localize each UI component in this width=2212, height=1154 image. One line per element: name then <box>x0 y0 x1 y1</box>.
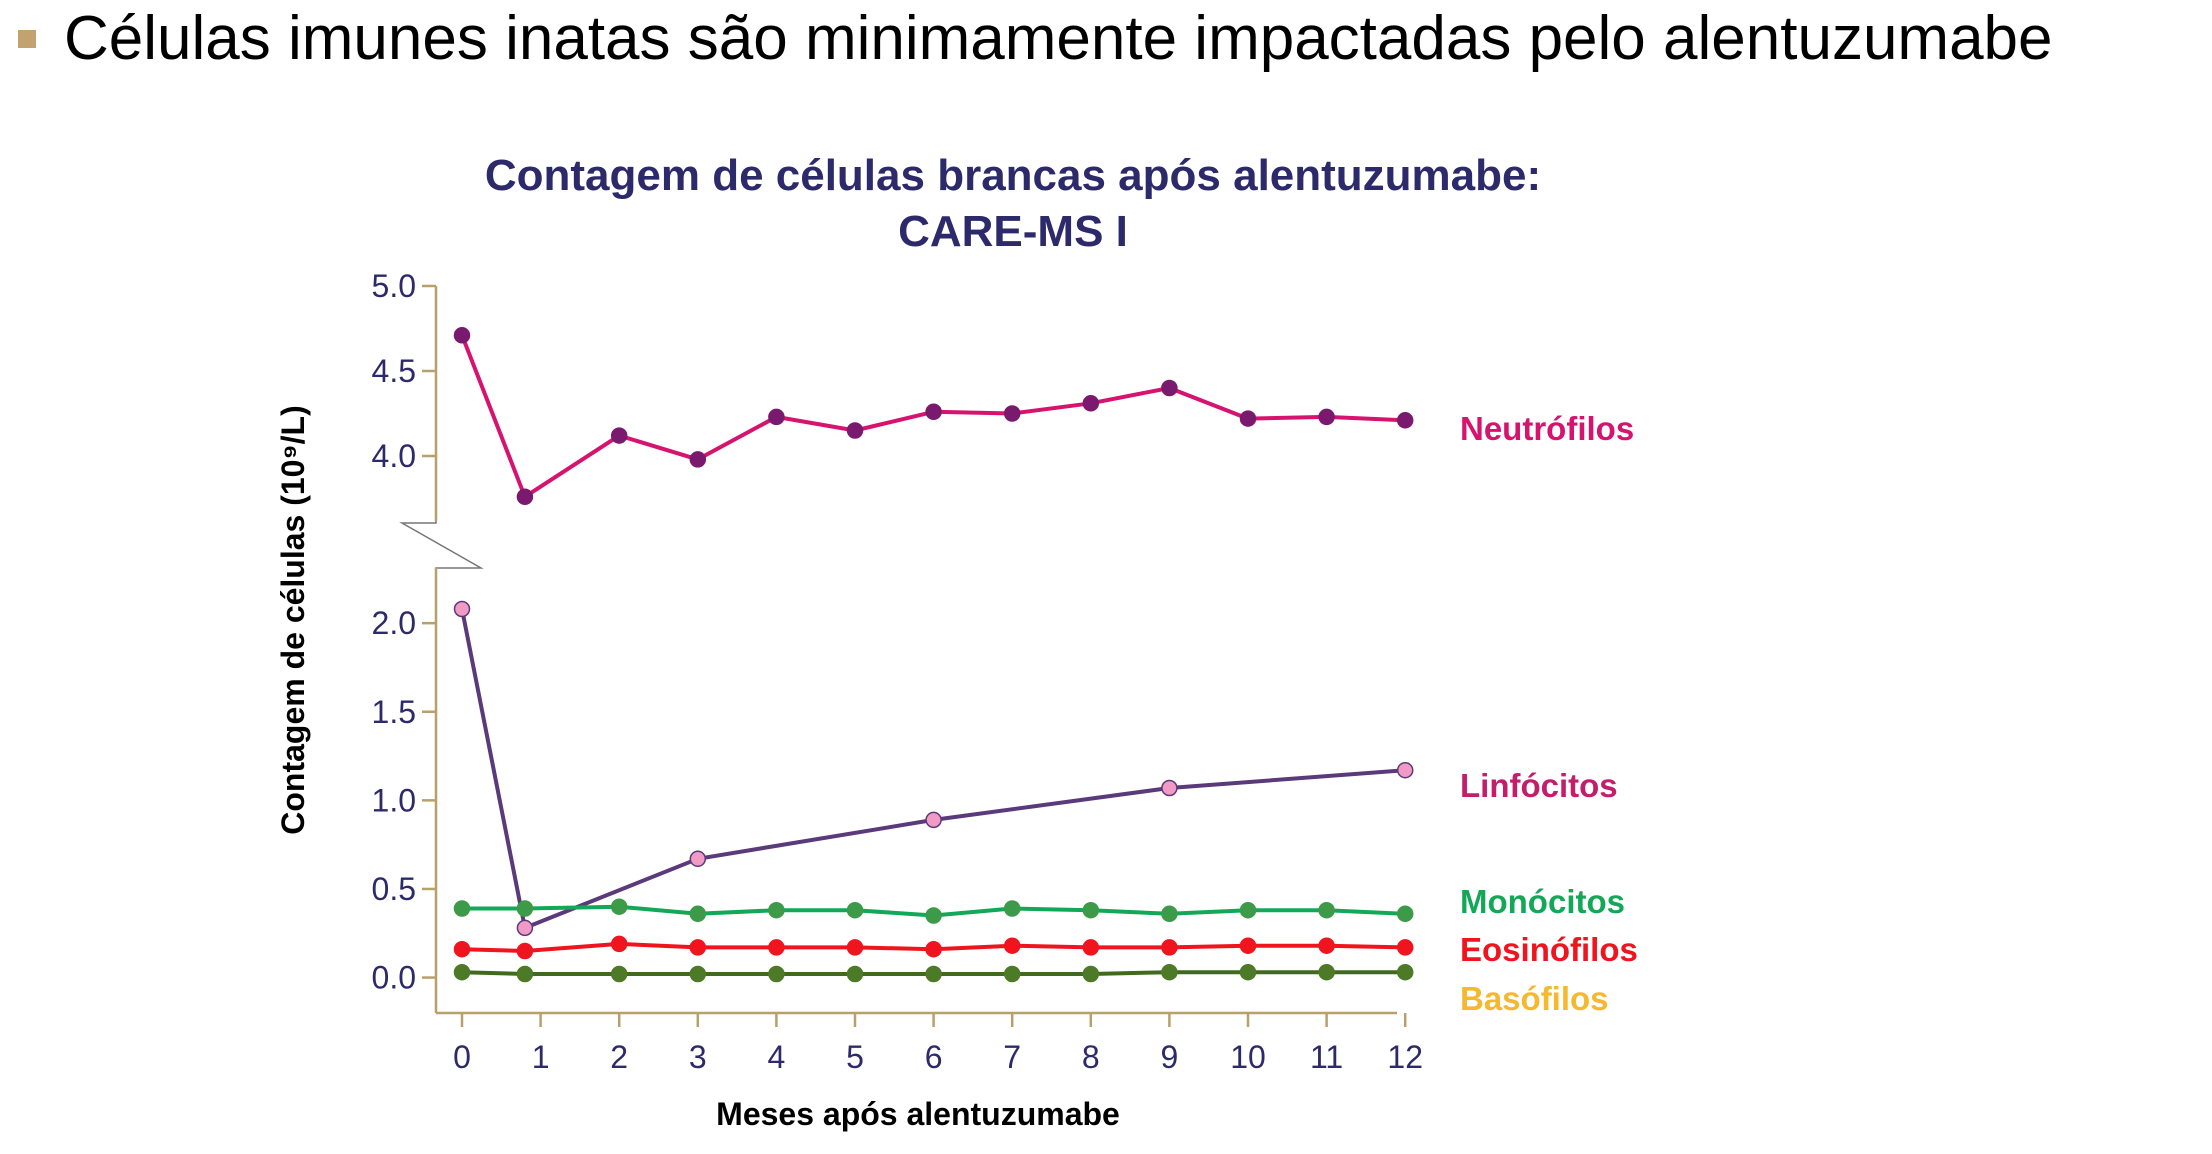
slide-title-text: Células imunes inatas são minimamente im… <box>64 4 2053 73</box>
x-tick-label: 1 <box>532 1039 550 1075</box>
y-tick-label: 0.0 <box>372 960 416 996</box>
x-tick-label: 10 <box>1230 1039 1266 1075</box>
data-point-eosinofilos <box>1396 939 1414 956</box>
data-point-basofilos <box>925 965 942 983</box>
data-point-basofilos <box>610 965 628 983</box>
data-point-monocitos <box>453 900 471 917</box>
data-point-eosinofilos <box>1003 937 1021 954</box>
data-point-monocitos <box>1396 905 1414 923</box>
data-point-neutrofilos <box>1082 395 1100 412</box>
data-point-monocitos <box>1082 901 1100 919</box>
data-point-linfocitos <box>516 919 534 937</box>
series-label-basofilos: Basófilos <box>1460 980 1609 1017</box>
x-axis-title: Meses após alentuzumabe <box>716 1096 1120 1132</box>
data-point-basofilos <box>1003 965 1021 983</box>
y-tick-label: 5.0 <box>372 268 416 304</box>
data-point-monocitos <box>846 901 864 919</box>
data-point-linfocitos <box>689 850 707 868</box>
x-tick-label: 8 <box>1082 1039 1100 1075</box>
data-point-monocitos <box>1161 905 1178 923</box>
data-point-neutrofilos <box>1318 408 1335 426</box>
series-label-eosinofilos: Eosinófilos <box>1460 931 1638 968</box>
chart-title-line1: Contagem de células brancas após alentuz… <box>485 151 1541 200</box>
data-point-basofilos <box>1082 965 1100 983</box>
y-tick-label: 1.5 <box>372 694 416 730</box>
data-point-basofilos <box>516 965 534 983</box>
data-point-monocitos <box>1003 900 1021 917</box>
x-tick-label: 0 <box>453 1039 471 1075</box>
data-point-linfocitos <box>1161 779 1178 797</box>
y-tick-label: 1.0 <box>372 782 416 818</box>
x-tick-label: 3 <box>689 1039 707 1075</box>
data-point-neutrofilos <box>1003 405 1021 422</box>
y-tick-label: 0.5 <box>372 871 416 907</box>
y-tick-label: 4.0 <box>372 438 416 474</box>
series-label-linfocitos: Linfócitos <box>1460 767 1618 804</box>
data-point-basofilos <box>768 965 785 983</box>
square-bullet-icon <box>18 30 36 48</box>
data-point-monocitos <box>610 898 628 915</box>
data-point-eosinofilos <box>768 939 785 956</box>
data-point-eosinofilos <box>610 935 628 953</box>
data-point-neutrofilos <box>1396 412 1414 429</box>
x-tick-label: 11 <box>1310 1039 1343 1075</box>
series-line-linfocitos <box>460 608 1406 930</box>
data-point-basofilos <box>1161 963 1178 981</box>
data-point-basofilos <box>1318 963 1335 981</box>
data-point-neutrofilos <box>1161 379 1178 397</box>
y-tick-label: 2.0 <box>372 605 416 641</box>
data-point-neutrofilos <box>768 408 785 426</box>
data-point-linfocitos <box>453 600 471 618</box>
data-point-eosinofilos <box>1239 937 1257 954</box>
data-point-eosinofilos <box>689 939 707 956</box>
data-point-basofilos <box>453 963 471 981</box>
data-point-neutrofilos <box>516 488 534 506</box>
data-point-eosinofilos <box>453 940 471 958</box>
data-point-basofilos <box>1239 963 1257 981</box>
chart-title-line2: CARE-MS I <box>898 207 1128 256</box>
data-point-linfocitos <box>1396 761 1414 779</box>
x-tick-label: 4 <box>768 1039 786 1075</box>
data-point-eosinofilos <box>1082 939 1100 956</box>
series-label-neutrofilos: Neutrófilos <box>1460 410 1634 447</box>
x-tick-label: 12 <box>1387 1039 1423 1075</box>
data-point-monocitos <box>1318 901 1335 919</box>
data-point-neutrofilos <box>846 422 864 439</box>
data-point-eosinofilos <box>1161 939 1178 956</box>
data-point-neutrofilos <box>925 403 942 421</box>
data-point-eosinofilos <box>1318 937 1335 954</box>
data-point-neutrofilos <box>453 327 471 344</box>
axis-break-mark <box>399 521 484 570</box>
slide-title: Células imunes inatas são minimamente im… <box>18 0 2053 78</box>
data-point-neutrofilos <box>689 451 707 468</box>
x-tick-label: 7 <box>1003 1039 1021 1075</box>
y-tick-label: 4.5 <box>372 353 416 389</box>
data-point-monocitos <box>516 900 534 917</box>
data-point-monocitos <box>1239 901 1257 919</box>
x-tick-label: 2 <box>610 1039 628 1075</box>
series-label-monocitos: Monócitos <box>1460 883 1625 920</box>
x-tick-label: 5 <box>846 1039 864 1075</box>
data-point-linfocitos <box>925 811 942 829</box>
data-point-monocitos <box>768 901 785 919</box>
data-point-basofilos <box>1396 963 1414 981</box>
data-point-eosinofilos <box>846 939 864 956</box>
data-point-neutrofilos <box>1239 410 1257 427</box>
data-point-neutrofilos <box>610 427 628 444</box>
y-axis-title: Contagem de células (10⁹/L) <box>275 405 311 835</box>
x-tick-label: 9 <box>1161 1039 1179 1075</box>
data-point-eosinofilos <box>516 942 534 960</box>
data-point-eosinofilos <box>925 940 942 958</box>
data-point-basofilos <box>689 965 707 983</box>
data-point-basofilos <box>846 965 864 983</box>
data-point-monocitos <box>925 907 942 924</box>
x-tick-label: 6 <box>925 1039 943 1075</box>
data-point-monocitos <box>689 905 707 923</box>
